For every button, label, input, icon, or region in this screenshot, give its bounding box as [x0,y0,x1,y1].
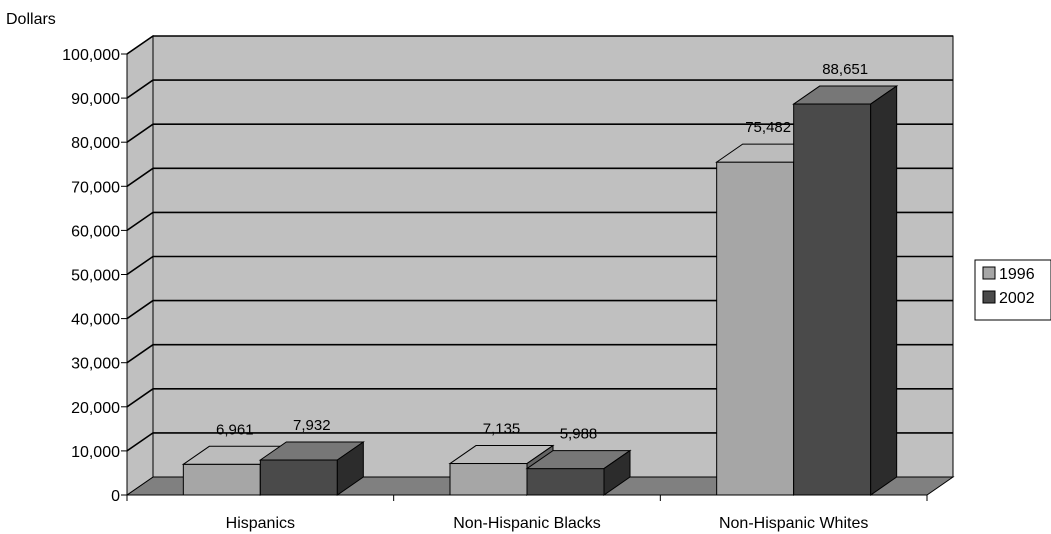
y-tick-label: 0 [111,488,120,505]
gridline [126,211,953,232]
gridline [126,343,953,364]
bars [181,85,899,496]
gridline [126,35,953,55]
data-label: 7,932 [293,417,331,434]
x-tick-label: Non-Hispanic Blacks [453,515,601,532]
bar-2002-side [870,85,898,496]
data-label: 88,651 [822,61,868,78]
data-label: 6,961 [216,421,254,438]
bar-2002-side [336,441,364,496]
y-tick-label: 70,000 [71,179,120,196]
bar-2002-front [526,468,605,496]
y-tick-label: 80,000 [71,135,120,152]
y-tick-label: 90,000 [71,91,120,108]
bar-2002-side [603,449,631,496]
bar-1996-front [716,161,795,496]
gridline [126,299,953,320]
x-axis: Hispanics Non-Hispanic Blacks Non-Hispanic… [126,494,928,532]
data-label: 7,135 [483,421,521,438]
data-label: 5,988 [560,426,598,443]
x-tick-label: Non-Hispanic Whites [719,515,868,532]
data-labels: 6,961 7,932 7,135 5,988 75,482 88,651 [216,61,868,443]
y-tick-label: 100,000 [62,47,120,64]
bar-1996-front [449,463,528,496]
y-tick-label: 30,000 [71,356,120,373]
gridline [126,123,953,143]
y-tick-label: 20,000 [71,400,120,417]
gridline [126,167,953,187]
y-axis-title: Dollars [6,11,56,28]
y-axis: 0 10,000 20,000 30,000 40,000 50,000 60,000 70,… [62,47,128,505]
legend-swatch [982,266,996,280]
bar-2002-front [259,459,338,496]
legend-label: 1996 [999,266,1035,283]
gridlines [126,35,953,452]
gridline [126,79,953,99]
legend-label: 2002 [999,290,1035,307]
legend-swatch [982,290,996,304]
bar-1996-front [182,463,261,496]
y-tick-label: 60,000 [71,223,120,240]
legend: 1996 2002 [974,259,1051,321]
data-label: 75,482 [745,119,791,136]
bar-2002-front [793,103,872,496]
x-tick-label: Hispanics [226,515,295,532]
gridline [126,255,953,276]
y-tick-label: 40,000 [71,312,120,329]
y-tick-label: 50,000 [71,268,120,285]
gridline [126,387,953,408]
y-tick-label: 10,000 [71,444,120,461]
gridline [126,432,953,452]
